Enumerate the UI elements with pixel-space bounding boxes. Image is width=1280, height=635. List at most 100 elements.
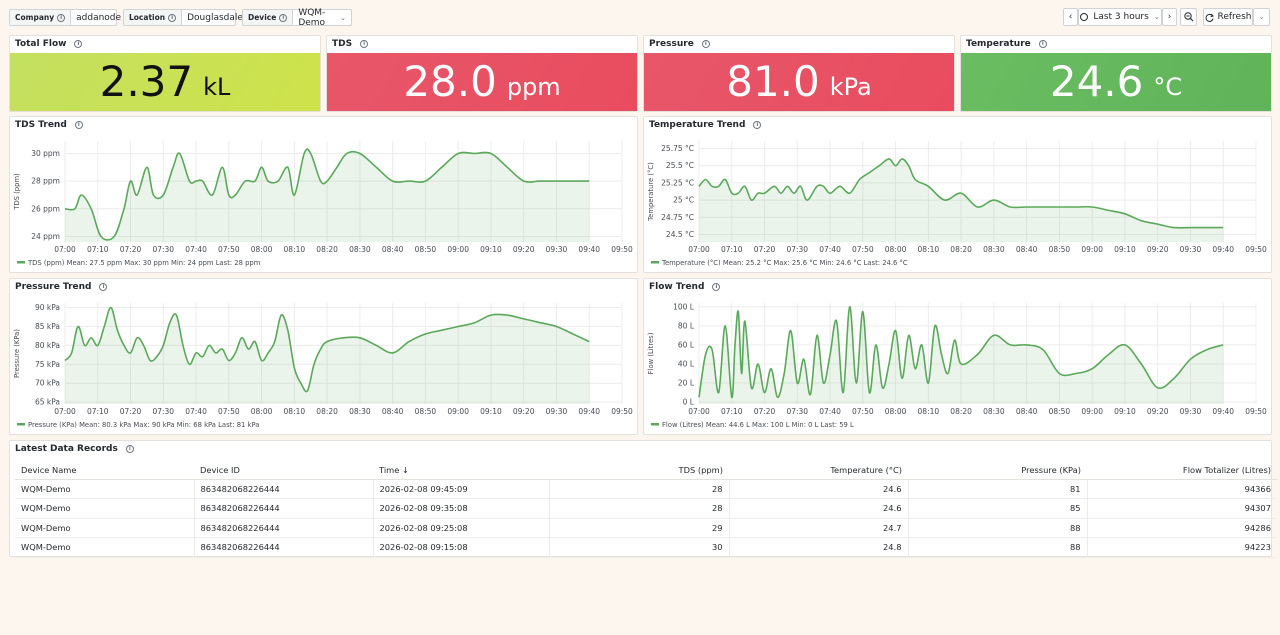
series-line[interactable] [698,158,1224,229]
table-row: WQM-Demo 863482068226444 2026-02-08 09:4… [15,479,1277,499]
info-icon: i [279,13,288,22]
x-tick-label: 08:50 [1049,245,1071,254]
info-icon[interactable]: i [360,40,369,48]
x-tick-label: 09:40 [578,245,600,254]
y-tick-label: 70 kPa [35,379,60,388]
device-variable[interactable]: Device i WQM-Demo ⌄ [242,8,352,28]
x-tick-label: 09:40 [578,407,600,416]
x-tick-label: 08:10 [284,407,306,416]
x-tick-label: 09:20 [513,245,535,254]
x-tick-label: 09:40 [1212,245,1234,254]
time-shift-back-button[interactable]: ‹ [1063,8,1078,26]
column-header-sorted[interactable]: Time ↓ [373,461,549,480]
y-tick-label: 20 L [678,379,695,388]
x-tick-label: 09:20 [1147,245,1169,254]
panel-title: Pressure Trend [15,282,92,292]
device-select[interactable]: WQM-Demo ⌄ [293,8,351,28]
x-tick-label: 09:00 [1081,407,1103,416]
y-tick-label: 0 L [683,398,695,407]
stat-unit: kPa [829,73,872,101]
zoom-out-button[interactable] [1180,8,1197,26]
y-tick-label: 90 kPa [35,303,60,312]
info-icon[interactable]: i [125,445,134,453]
series-line[interactable] [698,305,1224,399]
legend-entry[interactable]: Flow (Litres) Mean: 44.6 L Max: 100 L Mi… [662,421,854,429]
info-icon: i [168,13,177,22]
stat-unit: kL [203,73,231,101]
table-cell: 24.7 [729,518,909,538]
chevron-right-icon: › [1167,12,1172,22]
info-icon[interactable]: i [712,283,721,291]
series-line[interactable] [64,148,590,241]
info-icon[interactable]: i [753,121,762,129]
chevron-down-icon: ⌄ [340,13,346,22]
time-range-picker[interactable]: Last 3 hours ⌄ [1078,8,1162,26]
y-axis-label: TDS (ppm) [13,173,21,211]
refresh-icon [1205,13,1214,22]
x-tick-label: 08:00 [251,245,273,254]
chevron-down-icon: ⌄ [1258,13,1265,21]
x-tick-label: 08:50 [415,407,437,416]
x-tick-label: 09:00 [1081,245,1103,254]
x-tick-label: 07:50 [218,407,240,416]
info-icon[interactable]: i [74,40,83,48]
x-tick-label: 07:50 [852,245,874,254]
column-header[interactable]: Device Name [15,461,194,480]
legend-entry[interactable]: TDS (ppm) Mean: 27.5 ppm Max: 30 ppm Min… [27,259,261,267]
legend-entry[interactable]: Temperature (°C) Mean: 25.2 °C Max: 25.6… [661,259,908,267]
info-icon[interactable]: i [1038,40,1047,48]
info-icon[interactable]: i [701,40,710,48]
stat-value: 81.0 [726,57,820,106]
clock-icon [1080,13,1089,21]
y-axis-label: Pressure (KPa) [13,329,21,378]
line-chart[interactable]: 0 L 20 L 40 L 60 L 80 L 100 L 07:00 07:10 07:20 0… [644,279,1273,436]
x-tick-label: 07:20 [754,245,776,254]
x-tick-label: 08:20 [950,245,972,254]
x-tick-label: 08:50 [415,245,437,254]
column-header[interactable]: TDS (ppm) [549,461,729,480]
location-label: Location [129,13,166,22]
chevron-down-icon: ⌄ [1153,13,1160,21]
info-icon[interactable]: i [74,121,83,129]
panel-title: Pressure [649,39,694,49]
x-tick-label: 08:10 [918,245,940,254]
line-chart[interactable]: 24.5 °C 24.75 °C 25 °C 25.25 °C 25.5 °C 25.75… [644,117,1273,274]
stat-tile: 28.0 ppm [327,53,637,111]
time-range-label: Last 3 hours [1093,12,1149,22]
column-header[interactable]: Temperature (°C) [729,461,908,480]
x-tick-label: 07:50 [218,245,240,254]
line-chart[interactable]: 65 kPa 70 kPa 75 kPa 80 kPa 85 kPa 90 kPa 07:0… [10,279,639,436]
table-cell: 94307 [1087,498,1277,519]
column-header[interactable]: Device ID [194,461,373,480]
tds-panel: TDS i 28.0 ppm [326,35,638,112]
info-icon[interactable]: i [99,283,108,291]
series-line[interactable] [64,306,590,393]
y-tick-label: 60 L [678,340,695,349]
series-area [699,306,1224,404]
table-cell: 85 [908,498,1088,519]
column-header[interactable]: Pressure (KPa) [908,461,1087,480]
x-tick-label: 07:00 [688,245,710,254]
table-cell: 28 [549,498,730,519]
legend-entry[interactable]: Pressure (KPa) Mean: 80.3 kPa Max: 90 kP… [28,421,259,429]
legend-swatch [17,423,25,426]
x-tick-label: 08:10 [284,245,306,254]
pressure-panel: Pressure i 81.0 kPa [643,35,955,112]
table-cell: 81 [908,479,1088,499]
table-cell: 29 [549,518,730,538]
location-value: Douglasdale [187,12,243,23]
time-shift-forward-button[interactable]: › [1162,8,1177,26]
y-tick-label: 85 kPa [35,322,60,331]
x-tick-label: 09:40 [1212,407,1234,416]
table-cell: 2026-02-08 09:45:09 [373,479,550,499]
table-cell: 24.6 [729,479,909,499]
y-tick-label: 40 L [678,359,695,368]
refresh-button[interactable]: Refresh [1203,8,1253,26]
line-chart[interactable]: 24 ppm 26 ppm 28 ppm 30 ppm 07:00 07:10 07:20 0… [10,117,639,274]
stat-unit: ppm [506,73,561,101]
refresh-interval-picker[interactable]: ⌄ [1253,8,1270,26]
x-tick-label: 07:00 [688,407,710,416]
column-header[interactable]: Flow Totalizer (Litres) [1087,461,1277,480]
